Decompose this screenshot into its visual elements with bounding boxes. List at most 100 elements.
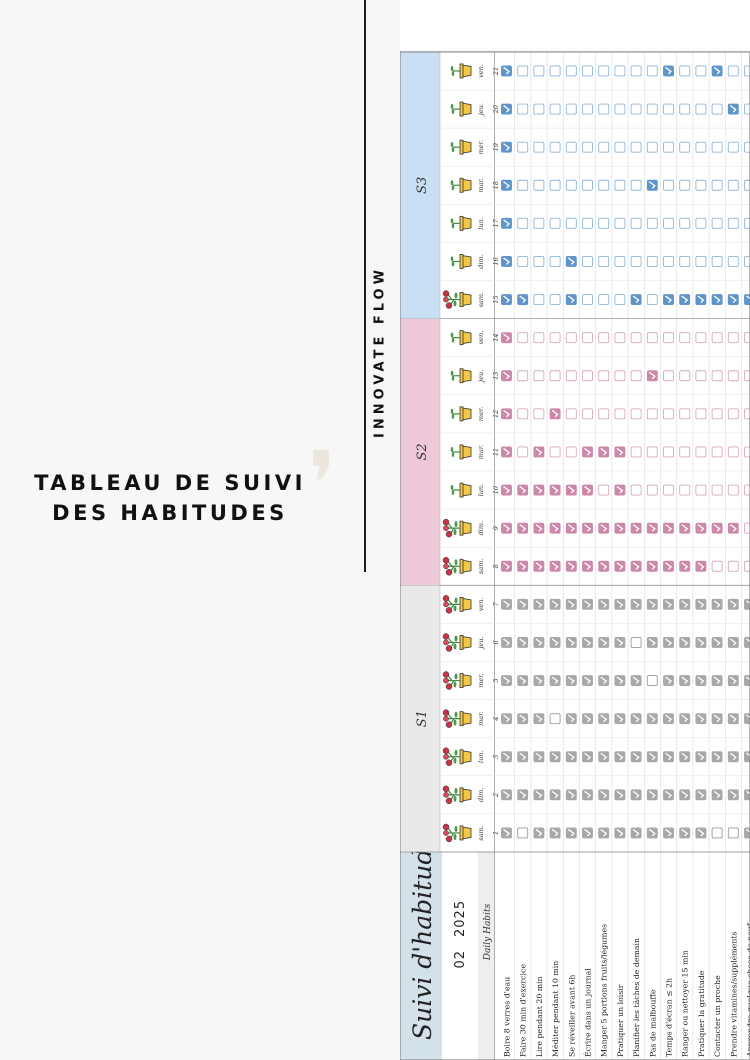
habit-checkbox-checked[interactable] — [517, 789, 529, 801]
habit-checkbox-checked[interactable] — [711, 65, 723, 77]
habit-checkbox[interactable] — [549, 141, 561, 153]
habit-checkbox[interactable] — [517, 370, 529, 382]
habit-checkbox[interactable] — [727, 560, 739, 572]
habit-checkbox-checked[interactable] — [711, 637, 723, 648]
habit-checkbox[interactable] — [679, 65, 691, 77]
habit-checkbox-checked[interactable] — [679, 827, 691, 839]
habit-checkbox-checked[interactable] — [727, 637, 739, 648]
habit-checkbox-checked[interactable] — [695, 751, 707, 763]
habit-checkbox[interactable] — [695, 370, 707, 382]
habit-checkbox-checked[interactable] — [679, 713, 691, 725]
habit-checkbox[interactable] — [565, 141, 577, 153]
habit-checkbox[interactable] — [582, 65, 593, 77]
habit-checkbox-checked[interactable] — [679, 751, 691, 763]
habit-checkbox[interactable] — [663, 332, 674, 344]
habit-checkbox[interactable] — [630, 484, 642, 496]
habit-checkbox-checked[interactable] — [711, 675, 723, 686]
habit-checkbox-checked[interactable] — [501, 103, 512, 115]
habit-checkbox-checked[interactable] — [549, 522, 561, 534]
habit-checkbox[interactable] — [598, 65, 610, 77]
habit-checkbox-checked[interactable] — [630, 827, 642, 839]
habit-checkbox[interactable] — [646, 484, 658, 496]
habit-checkbox[interactable] — [646, 332, 658, 344]
habit-checkbox-checked[interactable] — [517, 598, 529, 610]
habit-checkbox[interactable] — [517, 256, 529, 267]
habit-checkbox-checked[interactable] — [727, 103, 739, 115]
habit-checkbox[interactable] — [711, 332, 723, 344]
habit-checkbox-checked[interactable] — [565, 560, 577, 572]
habit-checkbox-checked[interactable] — [582, 598, 593, 610]
habit-checkbox-checked[interactable] — [614, 446, 626, 458]
habit-checkbox-checked[interactable] — [549, 751, 561, 763]
habit-checkbox[interactable] — [711, 217, 723, 229]
habit-checkbox[interactable] — [630, 256, 642, 267]
habit-checkbox[interactable] — [517, 332, 529, 344]
habit-checkbox-checked[interactable] — [501, 560, 512, 572]
habit-checkbox[interactable] — [598, 294, 610, 305]
habit-checkbox[interactable] — [630, 141, 642, 153]
habit-checkbox-checked[interactable] — [565, 789, 577, 801]
habit-checkbox[interactable] — [711, 179, 723, 191]
habit-checkbox[interactable] — [549, 332, 561, 344]
habit-checkbox-checked[interactable] — [630, 598, 642, 610]
habit-checkbox[interactable] — [549, 713, 561, 725]
habit-checkbox-checked[interactable] — [711, 751, 723, 763]
habit-checkbox[interactable] — [663, 179, 674, 191]
habit-checkbox[interactable] — [549, 217, 561, 229]
habit-checkbox[interactable] — [744, 332, 750, 344]
habit-checkbox[interactable] — [630, 446, 642, 458]
habit-checkbox-checked[interactable] — [501, 713, 512, 725]
habit-checkbox[interactable] — [679, 370, 691, 382]
habit-checkbox-checked[interactable] — [614, 598, 626, 610]
habit-checkbox-checked[interactable] — [663, 560, 674, 572]
habit-checkbox[interactable] — [711, 141, 723, 153]
habit-checkbox[interactable] — [549, 294, 561, 305]
habit-checkbox-checked[interactable] — [598, 637, 610, 648]
habit-checkbox-checked[interactable] — [695, 675, 707, 686]
habit-checkbox[interactable] — [517, 827, 529, 839]
habit-checkbox-checked[interactable] — [711, 789, 723, 801]
habit-checkbox-checked[interactable] — [582, 827, 593, 839]
habit-checkbox-checked[interactable] — [646, 789, 658, 801]
habit-checkbox[interactable] — [646, 217, 658, 229]
habit-checkbox-checked[interactable] — [549, 560, 561, 572]
habit-checkbox[interactable] — [679, 217, 691, 229]
habit-checkbox[interactable] — [630, 637, 642, 648]
habit-checkbox-checked[interactable] — [565, 522, 577, 534]
habit-checkbox[interactable] — [727, 408, 739, 420]
habit-checkbox-checked[interactable] — [582, 637, 593, 648]
habit-checkbox-checked[interactable] — [679, 294, 691, 305]
habit-checkbox-checked[interactable] — [501, 408, 512, 420]
habit-checkbox-checked[interactable] — [663, 751, 674, 763]
habit-checkbox-checked[interactable] — [533, 827, 545, 839]
habit-checkbox[interactable] — [598, 484, 610, 496]
habit-checkbox[interactable] — [614, 294, 626, 305]
habit-checkbox[interactable] — [679, 446, 691, 458]
habit-checkbox-checked[interactable] — [533, 637, 545, 648]
habit-checkbox-checked[interactable] — [614, 637, 626, 648]
habit-checkbox-checked[interactable] — [501, 217, 512, 229]
habit-checkbox[interactable] — [630, 408, 642, 420]
habit-checkbox-checked[interactable] — [679, 598, 691, 610]
habit-checkbox-checked[interactable] — [663, 65, 674, 77]
habit-checkbox-checked[interactable] — [711, 522, 723, 534]
habit-checkbox[interactable] — [614, 65, 626, 77]
habit-checkbox-checked[interactable] — [598, 789, 610, 801]
habit-checkbox-checked[interactable] — [501, 332, 512, 344]
habit-checkbox-checked[interactable] — [533, 446, 545, 458]
habit-checkbox-checked[interactable] — [727, 751, 739, 763]
habit-checkbox-checked[interactable] — [501, 141, 512, 153]
habit-checkbox[interactable] — [582, 332, 593, 344]
habit-checkbox[interactable] — [679, 332, 691, 344]
habit-checkbox-checked[interactable] — [614, 484, 626, 496]
habit-checkbox-checked[interactable] — [646, 522, 658, 534]
habit-checkbox-checked[interactable] — [663, 294, 674, 305]
habit-checkbox-checked[interactable] — [646, 179, 658, 191]
habit-checkbox-checked[interactable] — [598, 675, 610, 686]
habit-checkbox[interactable] — [533, 370, 545, 382]
habit-checkbox-checked[interactable] — [533, 713, 545, 725]
habit-checkbox[interactable] — [695, 332, 707, 344]
habit-checkbox-checked[interactable] — [582, 675, 593, 686]
habit-checkbox[interactable] — [679, 103, 691, 115]
habit-checkbox[interactable] — [727, 332, 739, 344]
